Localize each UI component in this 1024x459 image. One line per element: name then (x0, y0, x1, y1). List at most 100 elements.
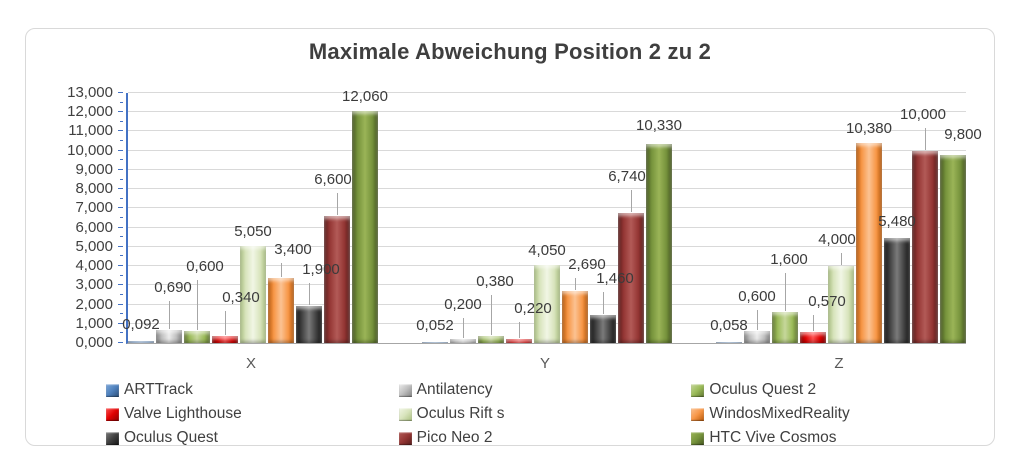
data-label-leader-line (925, 127, 926, 150)
legend-item-oculus-quest-2: Oculus Quest 2 (691, 380, 984, 400)
y-tick-mark (118, 245, 123, 247)
y-tick-label: 1,000 (75, 314, 113, 332)
y-axis: 0,000 1,000 2,000 3,000 4,000 5,000 6,000 7,000… (26, 85, 123, 351)
y-tick-mark (118, 188, 123, 190)
data-label: 5,480 (878, 212, 916, 230)
data-label: 12,060 (342, 88, 388, 106)
bar-htc-vive-cosmos (646, 144, 672, 343)
bar-oculus-rift-s (534, 265, 560, 343)
legend-label: Valve Lighthouse (124, 405, 242, 422)
data-label-leader-line (575, 278, 576, 291)
bar-pico-neo-2 (912, 150, 938, 343)
category-label-x: X (245, 355, 256, 372)
legend-item-pico-neo-2: Pico Neo 2 (398, 428, 692, 448)
bar-arttrack (422, 341, 448, 343)
data-label: 0,092 (122, 316, 160, 334)
data-label-leader-line (337, 193, 338, 216)
gridline (128, 92, 966, 93)
data-label: 0,600 (738, 288, 776, 306)
data-label: 0,690 (154, 278, 192, 296)
bar-oculus-quest-2 (184, 331, 210, 343)
y-tick-mark (118, 130, 123, 132)
y-tick-mark (118, 92, 123, 93)
bar-htc-vive-cosmos (352, 111, 378, 343)
legend-label: Pico Neo 2 (416, 429, 493, 446)
data-label: 1,600 (770, 251, 808, 269)
gridline (128, 188, 966, 190)
legend-marker-icon (398, 407, 412, 421)
legend-label: HTC Vive Cosmos (709, 429, 837, 446)
data-label: 10,000 (900, 105, 946, 123)
y-tick-mark (120, 236, 123, 238)
data-label: 10,380 (846, 120, 892, 138)
data-label: 4,050 (528, 242, 566, 260)
bar-pico-neo-2 (618, 213, 644, 343)
bar-oculus-quest-2 (772, 312, 798, 343)
data-label: 0,052 (416, 316, 454, 334)
y-tick-mark (118, 111, 123, 113)
data-label-leader-line (169, 300, 170, 329)
bar-group-y: 0,052 0,200 0,380 0,220 4,050 2,690 1,460 6,740… (416, 93, 682, 343)
y-tick-mark (120, 178, 123, 180)
bar-oculus-quest (590, 314, 616, 343)
legend-marker-icon (398, 383, 412, 397)
y-tick-mark (118, 168, 123, 170)
y-tick-mark (120, 255, 123, 257)
legend-item-valve-lighthouse: Valve Lighthouse (106, 404, 399, 424)
y-tick-label: 7,000 (75, 199, 113, 217)
y-tick-label: 9,000 (75, 160, 113, 178)
plot-area: 0,092 0,690 0,600 0,340 5,050 3,400 1,900 6,600… (122, 89, 982, 344)
y-tick-mark (120, 313, 123, 315)
data-label: 0,220 (514, 299, 552, 317)
legend-label: Oculus Rift s (416, 405, 505, 422)
bar-oculus-quest-2 (478, 335, 504, 343)
legend-item-windosmixedreality: WindosMixedReality (691, 404, 984, 424)
bar-valve-lighthouse (212, 336, 238, 343)
y-tick-label: 5,000 (75, 237, 113, 255)
legend-marker-icon (106, 383, 119, 397)
data-label: 0,340 (222, 289, 260, 307)
bar-oculus-quest (884, 237, 910, 343)
bar-group-x: 0,092 0,690 0,600 0,340 5,050 3,400 1,900 6,600… (122, 89, 388, 343)
data-label-leader-line (757, 310, 758, 331)
y-tick-label: 13,000 (67, 84, 113, 101)
y-tick-label: 0,000 (75, 334, 113, 351)
data-label: 3,400 (274, 240, 312, 258)
legend-item-oculus-rift-s: Oculus Rift s (398, 404, 692, 424)
y-tick-mark (120, 140, 123, 142)
bar-valve-lighthouse (800, 332, 826, 343)
bar-oculus-rift-s (240, 245, 266, 343)
legend-marker-icon (106, 431, 119, 445)
chart-frame: Maximale Abweichung Position 2 zu 2 0,00… (25, 28, 995, 446)
legend: ARTTrack Antilatency Oculus Quest 2 Valve L… (106, 380, 984, 448)
bar-antilatency (450, 339, 476, 343)
bar-oculus-rift-s (828, 266, 854, 343)
y-tick-label: 11,000 (68, 122, 113, 140)
data-label-leader-line (603, 291, 604, 314)
data-label-leader-line (519, 321, 520, 338)
data-label-leader-line (631, 190, 632, 213)
y-tick-mark (120, 217, 123, 218)
legend-marker-icon (691, 383, 705, 397)
y-tick-mark (118, 284, 123, 286)
legend-marker-icon (691, 431, 705, 445)
legend-label: WindosMixedReality (709, 405, 850, 422)
legend-label: Oculus Quest 2 (709, 381, 817, 398)
gridline (128, 168, 966, 170)
bar-htc-vive-cosmos (940, 154, 966, 343)
gridline (128, 226, 966, 228)
data-label-leader-line (491, 294, 492, 335)
bar-antilatency (156, 329, 182, 343)
y-tick-mark (120, 332, 123, 334)
legend-item-antilatency: Antilatency (398, 380, 692, 400)
gridline (128, 149, 966, 151)
y-tick-label: 2,000 (75, 295, 113, 313)
y-tick-label: 6,000 (75, 218, 113, 236)
bar-arttrack (128, 341, 154, 343)
legend-marker-icon (398, 431, 412, 445)
data-label: 2,690 (568, 256, 606, 274)
y-tick-label: 12,000 (67, 103, 113, 121)
category-label-y: Y (539, 355, 550, 372)
data-label: 0,380 (476, 272, 514, 290)
bar-groups: 0,092 0,690 0,600 0,340 5,050 3,400 1,900 6,600… (122, 89, 982, 343)
